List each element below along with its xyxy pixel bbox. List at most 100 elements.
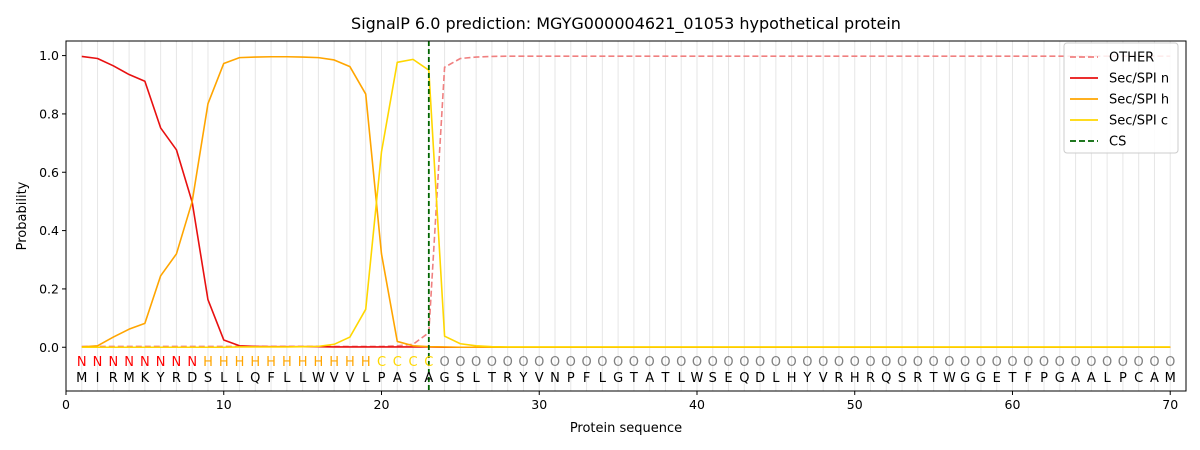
residue-label: D <box>187 371 197 386</box>
x-tick-label: 50 <box>847 397 863 412</box>
residue-label: G <box>976 371 986 386</box>
region-label: O <box>723 355 733 370</box>
y-tick-label: 0.4 <box>39 223 59 238</box>
region-label: H <box>329 355 339 370</box>
residue-label: G <box>960 371 970 386</box>
region-label: O <box>534 355 544 370</box>
residue-label: R <box>172 371 181 386</box>
residue-label: T <box>629 371 638 386</box>
y-tick-label: 0.0 <box>39 340 59 355</box>
residue-label: N <box>550 371 560 386</box>
region-label: O <box>518 355 528 370</box>
region-label: C <box>409 355 418 370</box>
region-label: O <box>771 355 781 370</box>
region-label: H <box>235 355 245 370</box>
region-label: O <box>613 355 623 370</box>
region-label: O <box>755 355 765 370</box>
region-label: C <box>393 355 402 370</box>
plot-frame <box>65 40 1187 392</box>
region-label: O <box>787 355 797 370</box>
residue-label: R <box>109 371 118 386</box>
region-label: O <box>1086 355 1096 370</box>
region-label: O <box>802 355 812 370</box>
region-label: O <box>834 355 844 370</box>
region-label: O <box>739 355 749 370</box>
residue-label: F <box>583 371 590 386</box>
residue-label: I <box>96 371 100 386</box>
region-label: C <box>424 355 433 370</box>
residue-label: C <box>1134 371 1143 386</box>
residue-label: S <box>204 371 212 386</box>
x-tick-label: 20 <box>374 397 390 412</box>
residue-label: G <box>1055 371 1065 386</box>
legend-label-2: Sec/SPI h <box>1109 93 1169 108</box>
region-label: O <box>471 355 481 370</box>
residue-label: L <box>599 371 607 386</box>
x-axis-ticks: 0 10 20 30 40 50 60 70 <box>62 391 1178 412</box>
residue-label: L <box>1104 371 1112 386</box>
residue-label: K <box>141 371 150 386</box>
x-tick-label: 60 <box>1005 397 1021 412</box>
residue-label: A <box>393 371 402 386</box>
residue-label: Y <box>156 371 165 386</box>
region-label: O <box>897 355 907 370</box>
region-label: O <box>597 355 607 370</box>
region-label: N <box>124 355 134 370</box>
residue-label: L <box>299 371 307 386</box>
residue-label: T <box>660 371 669 386</box>
region-label: N <box>187 355 197 370</box>
residue-label: L <box>473 371 481 386</box>
x-tick-label: 0 <box>62 397 70 412</box>
x-tick-label: 10 <box>216 397 232 412</box>
y-tick-label: 1.0 <box>39 48 59 63</box>
region-label: O <box>660 355 670 370</box>
region-label: O <box>865 355 875 370</box>
region-label: O <box>1070 355 1080 370</box>
x-tick-label: 30 <box>531 397 547 412</box>
residue-label: P <box>567 371 575 386</box>
residue-label: S <box>456 371 464 386</box>
residue-label: A <box>1087 371 1096 386</box>
residue-label: P <box>1040 371 1048 386</box>
residue-label: M <box>1165 371 1176 386</box>
residue-label: A <box>424 371 433 386</box>
residue-label: T <box>1008 371 1017 386</box>
y-axis-label: Probability <box>15 181 30 250</box>
region-label: O <box>676 355 686 370</box>
series-line-0 <box>81 55 1171 348</box>
residue-label: R <box>866 371 875 386</box>
residue-label: L <box>283 371 291 386</box>
region-label: O <box>960 355 970 370</box>
residue-label: H <box>850 371 860 386</box>
region-label: H <box>203 355 213 370</box>
region-label: O <box>439 355 449 370</box>
residue-label: A <box>645 371 654 386</box>
vertical-grid <box>81 41 1171 391</box>
region-label: O <box>913 355 923 370</box>
residue-label: A <box>1071 371 1080 386</box>
region-label: O <box>1102 355 1112 370</box>
residue-label: M <box>123 371 134 386</box>
region-label: O <box>645 355 655 370</box>
residue-label: V <box>535 371 544 386</box>
region-label: O <box>629 355 639 370</box>
region-label: O <box>850 355 860 370</box>
legend-box <box>1063 42 1179 154</box>
residue-label: Q <box>881 371 891 386</box>
region-label: O <box>550 355 560 370</box>
residue-label: L <box>220 371 228 386</box>
y-tick-label: 0.8 <box>39 106 59 121</box>
residue-label: V <box>330 371 339 386</box>
region-label: O <box>818 355 828 370</box>
y-axis-ticks: 0.0 0.2 0.4 0.6 0.8 1.0 <box>39 48 66 355</box>
residue-label: P <box>378 371 386 386</box>
region-label: O <box>928 355 938 370</box>
residue-label: Q <box>739 371 749 386</box>
residue-label: V <box>819 371 828 386</box>
region-label: O <box>503 355 513 370</box>
region-label: O <box>1134 355 1144 370</box>
region-label: O <box>1023 355 1033 370</box>
region-label: N <box>156 355 166 370</box>
residue-label: S <box>409 371 417 386</box>
